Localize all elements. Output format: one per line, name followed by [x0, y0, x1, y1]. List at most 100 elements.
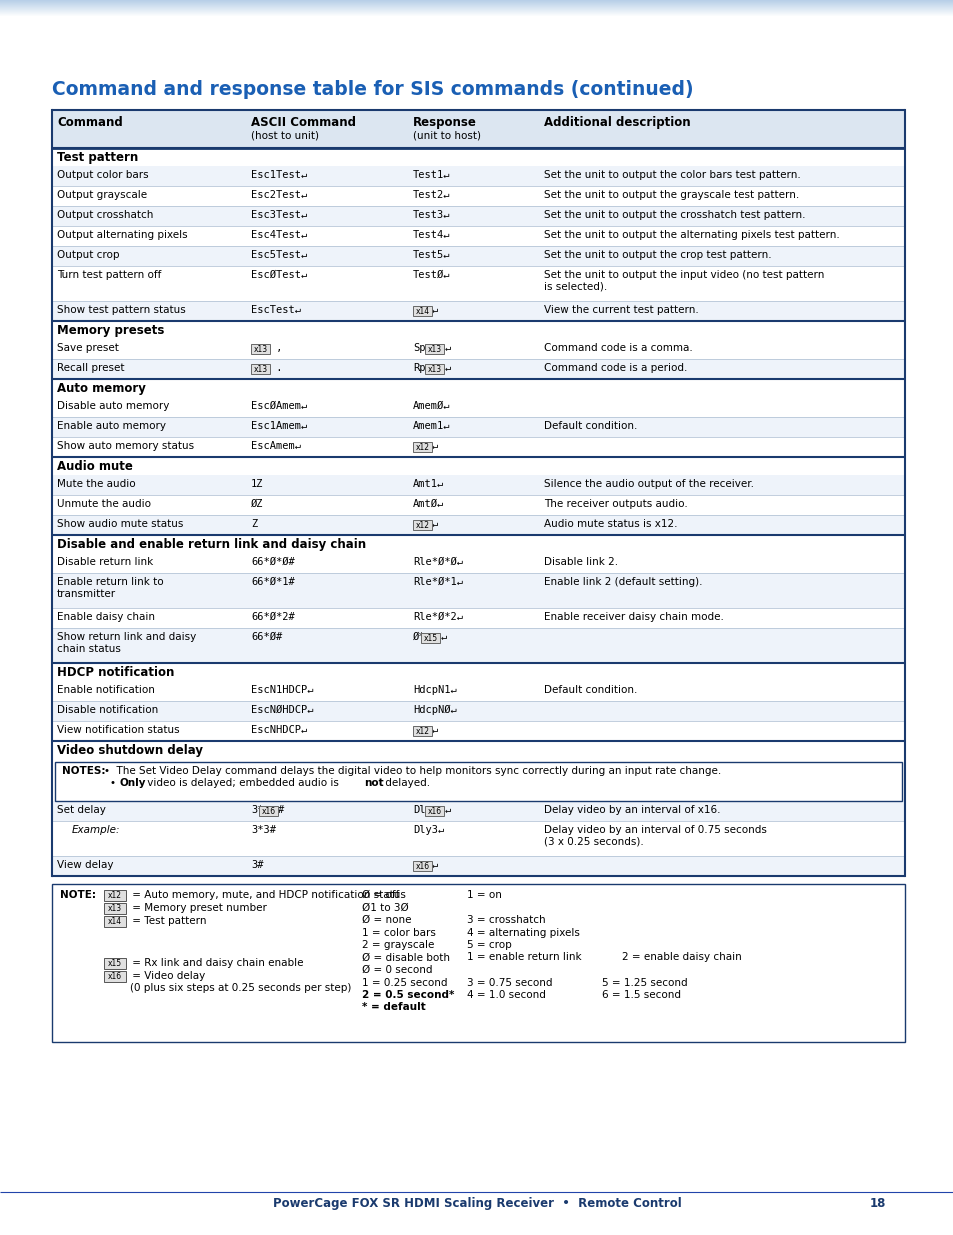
Text: 3*: 3*	[251, 805, 263, 815]
Text: Response: Response	[413, 116, 476, 128]
Text: x12: x12	[416, 443, 429, 452]
Text: Ø = 0 second: Ø = 0 second	[361, 965, 432, 974]
Text: Ø = off: Ø = off	[361, 890, 399, 900]
Bar	[52, 701, 904, 721]
Text: Recall preset: Recall preset	[57, 363, 125, 373]
Text: Z: Z	[251, 519, 257, 529]
Bar	[425, 364, 444, 374]
Text: ↵: ↵	[444, 343, 450, 353]
Text: ASCII Command: ASCII Command	[251, 116, 355, 128]
Bar	[421, 634, 439, 643]
Text: Ø1 to 3Ø: Ø1 to 3Ø	[361, 903, 408, 913]
Text: 4 = 1.0 second: 4 = 1.0 second	[467, 990, 545, 1000]
Text: 2 = 0.5 second*: 2 = 0.5 second*	[361, 990, 454, 1000]
Text: EscNHDCP↵: EscNHDCP↵	[251, 725, 307, 735]
Text: Spr: Spr	[413, 343, 432, 353]
Text: video is delayed; embedded audio is: video is delayed; embedded audio is	[144, 778, 342, 788]
Text: PowerCage FOX SR HDMI Scaling Receiver  •  Remote Control: PowerCage FOX SR HDMI Scaling Receiver •…	[273, 1197, 680, 1210]
Bar	[52, 515, 904, 535]
Text: Disable link 2.: Disable link 2.	[543, 557, 618, 567]
Text: x15: x15	[108, 960, 122, 968]
Text: EscNØHDCP↵: EscNØHDCP↵	[251, 705, 314, 715]
Text: Rle*Ø*2↵: Rle*Ø*2↵	[413, 613, 462, 622]
Bar	[52, 186, 904, 206]
Text: 2 = enable daisy chain: 2 = enable daisy chain	[621, 952, 741, 962]
Text: EscN1HDCP↵: EscN1HDCP↵	[251, 685, 314, 695]
Text: x13: x13	[253, 366, 267, 374]
Text: 18: 18	[869, 1197, 885, 1210]
Text: ↵: ↵	[432, 519, 437, 529]
Text: Video shutdown delay: Video shutdown delay	[57, 743, 203, 757]
Text: •  The Set Video Delay command delays the digital video to help monitors sync co: • The Set Video Delay command delays the…	[104, 766, 720, 776]
Bar	[52, 884, 904, 1042]
Text: Delay video by an interval of x16.: Delay video by an interval of x16.	[543, 805, 720, 815]
Text: Dly: Dly	[413, 805, 432, 815]
Bar	[52, 165, 904, 186]
Text: Disable auto memory: Disable auto memory	[57, 401, 170, 411]
Text: HdcpN1↵: HdcpN1↵	[413, 685, 456, 695]
Text: Esc1Test↵: Esc1Test↵	[251, 170, 307, 180]
Text: x16: x16	[427, 806, 441, 816]
Text: 3 = crosshatch: 3 = crosshatch	[467, 915, 545, 925]
Bar	[104, 916, 126, 927]
Text: Set delay: Set delay	[57, 805, 106, 815]
Text: 1 = on: 1 = on	[467, 890, 501, 900]
Text: = Video delay: = Video delay	[129, 971, 205, 981]
Text: Set the unit to output the crosshatch test pattern.: Set the unit to output the crosshatch te…	[543, 210, 804, 220]
Bar	[52, 417, 904, 437]
Text: Show audio mute status: Show audio mute status	[57, 519, 183, 529]
Text: Output crosshatch: Output crosshatch	[57, 210, 153, 220]
Text: Default condition.: Default condition.	[543, 421, 637, 431]
Text: Set the unit to output the grayscale test pattern.: Set the unit to output the grayscale tes…	[543, 190, 799, 200]
Bar	[52, 110, 904, 148]
Text: Output color bars: Output color bars	[57, 170, 149, 180]
Text: Set the unit to output the crop test pattern.: Set the unit to output the crop test pat…	[543, 249, 771, 261]
Text: 5 = crop: 5 = crop	[467, 940, 511, 950]
Bar	[52, 495, 904, 515]
Text: Amt1↵: Amt1↵	[413, 479, 444, 489]
Text: ↵: ↵	[444, 363, 450, 373]
Bar	[52, 629, 904, 663]
Text: x15: x15	[423, 634, 437, 643]
Text: (unit to host): (unit to host)	[413, 130, 480, 140]
Text: EscØTest↵: EscØTest↵	[251, 270, 307, 280]
Text: Enable link 2 (default setting).: Enable link 2 (default setting).	[543, 577, 701, 587]
Text: ↵: ↵	[432, 441, 437, 451]
Text: Test2↵: Test2↵	[413, 190, 450, 200]
Text: #: #	[278, 805, 284, 815]
Text: Esc5Test↵: Esc5Test↵	[251, 249, 307, 261]
Text: 66*Ø*1#: 66*Ø*1#	[251, 577, 294, 587]
Bar	[52, 359, 904, 379]
Bar	[413, 861, 432, 871]
Text: 66*Ø*Ø#: 66*Ø*Ø#	[251, 557, 294, 567]
Bar	[52, 856, 904, 876]
Text: ↵: ↵	[439, 632, 446, 642]
Text: Enable daisy chain: Enable daisy chain	[57, 613, 154, 622]
Text: * = default: * = default	[361, 1003, 425, 1013]
Bar	[52, 301, 904, 321]
Text: Esc1Amem↵: Esc1Amem↵	[251, 421, 307, 431]
Text: EscAmem↵: EscAmem↵	[251, 441, 301, 451]
Text: 1 = enable return link: 1 = enable return link	[467, 952, 581, 962]
Text: NOTES:: NOTES:	[62, 766, 106, 776]
Text: Disable return link: Disable return link	[57, 557, 153, 567]
Text: .: .	[270, 363, 282, 373]
Text: 66*Ø#: 66*Ø#	[251, 632, 282, 642]
Bar	[52, 379, 904, 396]
Bar	[52, 553, 904, 573]
Bar	[104, 971, 126, 982]
Text: 3 = 0.75 second: 3 = 0.75 second	[467, 977, 552, 988]
Text: Disable and enable return link and daisy chain: Disable and enable return link and daisy…	[57, 538, 366, 551]
Text: Enable receiver daisy chain mode.: Enable receiver daisy chain mode.	[543, 613, 723, 622]
Text: 4 = alternating pixels: 4 = alternating pixels	[467, 927, 579, 937]
Text: Dly3↵: Dly3↵	[413, 825, 444, 835]
Text: ↵: ↵	[432, 305, 437, 315]
Text: Esc2Test↵: Esc2Test↵	[251, 190, 307, 200]
Text: Rpr: Rpr	[413, 363, 432, 373]
Text: Command and response table for SIS commands (continued): Command and response table for SIS comma…	[52, 80, 693, 99]
Text: •: •	[110, 778, 122, 788]
Bar	[52, 821, 904, 856]
Text: x16: x16	[108, 972, 122, 981]
Text: 1 = color bars: 1 = color bars	[361, 927, 436, 937]
Text: x12: x12	[416, 727, 429, 736]
